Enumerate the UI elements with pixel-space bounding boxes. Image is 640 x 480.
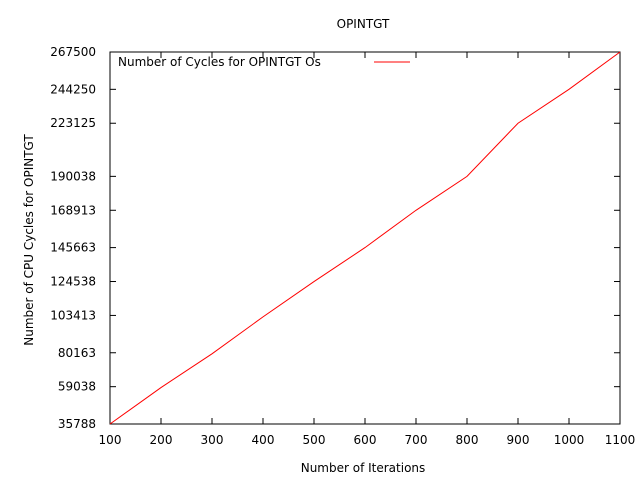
legend: Number of Cycles for OPINTGT Os [118,55,410,69]
y-tick-label: 244250 [50,82,96,96]
plot-frame [109,51,621,425]
x-tick-label: 800 [456,433,479,447]
x-tick-label: 1000 [554,433,585,447]
x-tick-label: 900 [507,433,530,447]
x-axis-ticks: 100 200 300 400 500 600 700 800 900 1000 1100 [99,52,636,447]
series-layer [109,51,621,425]
y-tick-label: 223125 [50,116,96,130]
x-tick-label: 100 [99,433,122,447]
y-tick-label: 145663 [50,241,96,255]
y-tick-label: 59038 [58,380,96,394]
y-tick-label: 267500 [50,45,96,59]
chart-title: OPINTGT [337,17,390,31]
x-tick-label: 200 [150,433,173,447]
x-tick-label: 300 [201,433,224,447]
x-tick-label: 700 [405,433,428,447]
x-axis-label: Number of Iterations [301,461,426,475]
x-tick-label: 1100 [605,433,636,447]
series-line [109,51,621,425]
x-tick-label: 600 [354,433,377,447]
x-tick-label: 400 [252,433,275,447]
legend-label: Number of Cycles for OPINTGT Os [118,55,321,69]
y-tick-label: 35788 [58,417,96,431]
y-tick-label: 103413 [50,308,96,322]
y-axis-label: Number of CPU Cycles for OPINTGT [22,134,36,346]
y-tick-label: 124538 [50,275,96,289]
x-tick-label: 500 [303,433,326,447]
y-tick-label: 80163 [58,346,96,360]
y-axis-ticks: 35788 59038 80163 103413 124538 145663 168913 1… [50,45,620,431]
y-tick-label: 190038 [50,169,96,183]
y-tick-label: 168913 [50,203,96,217]
plot-border [109,51,621,425]
